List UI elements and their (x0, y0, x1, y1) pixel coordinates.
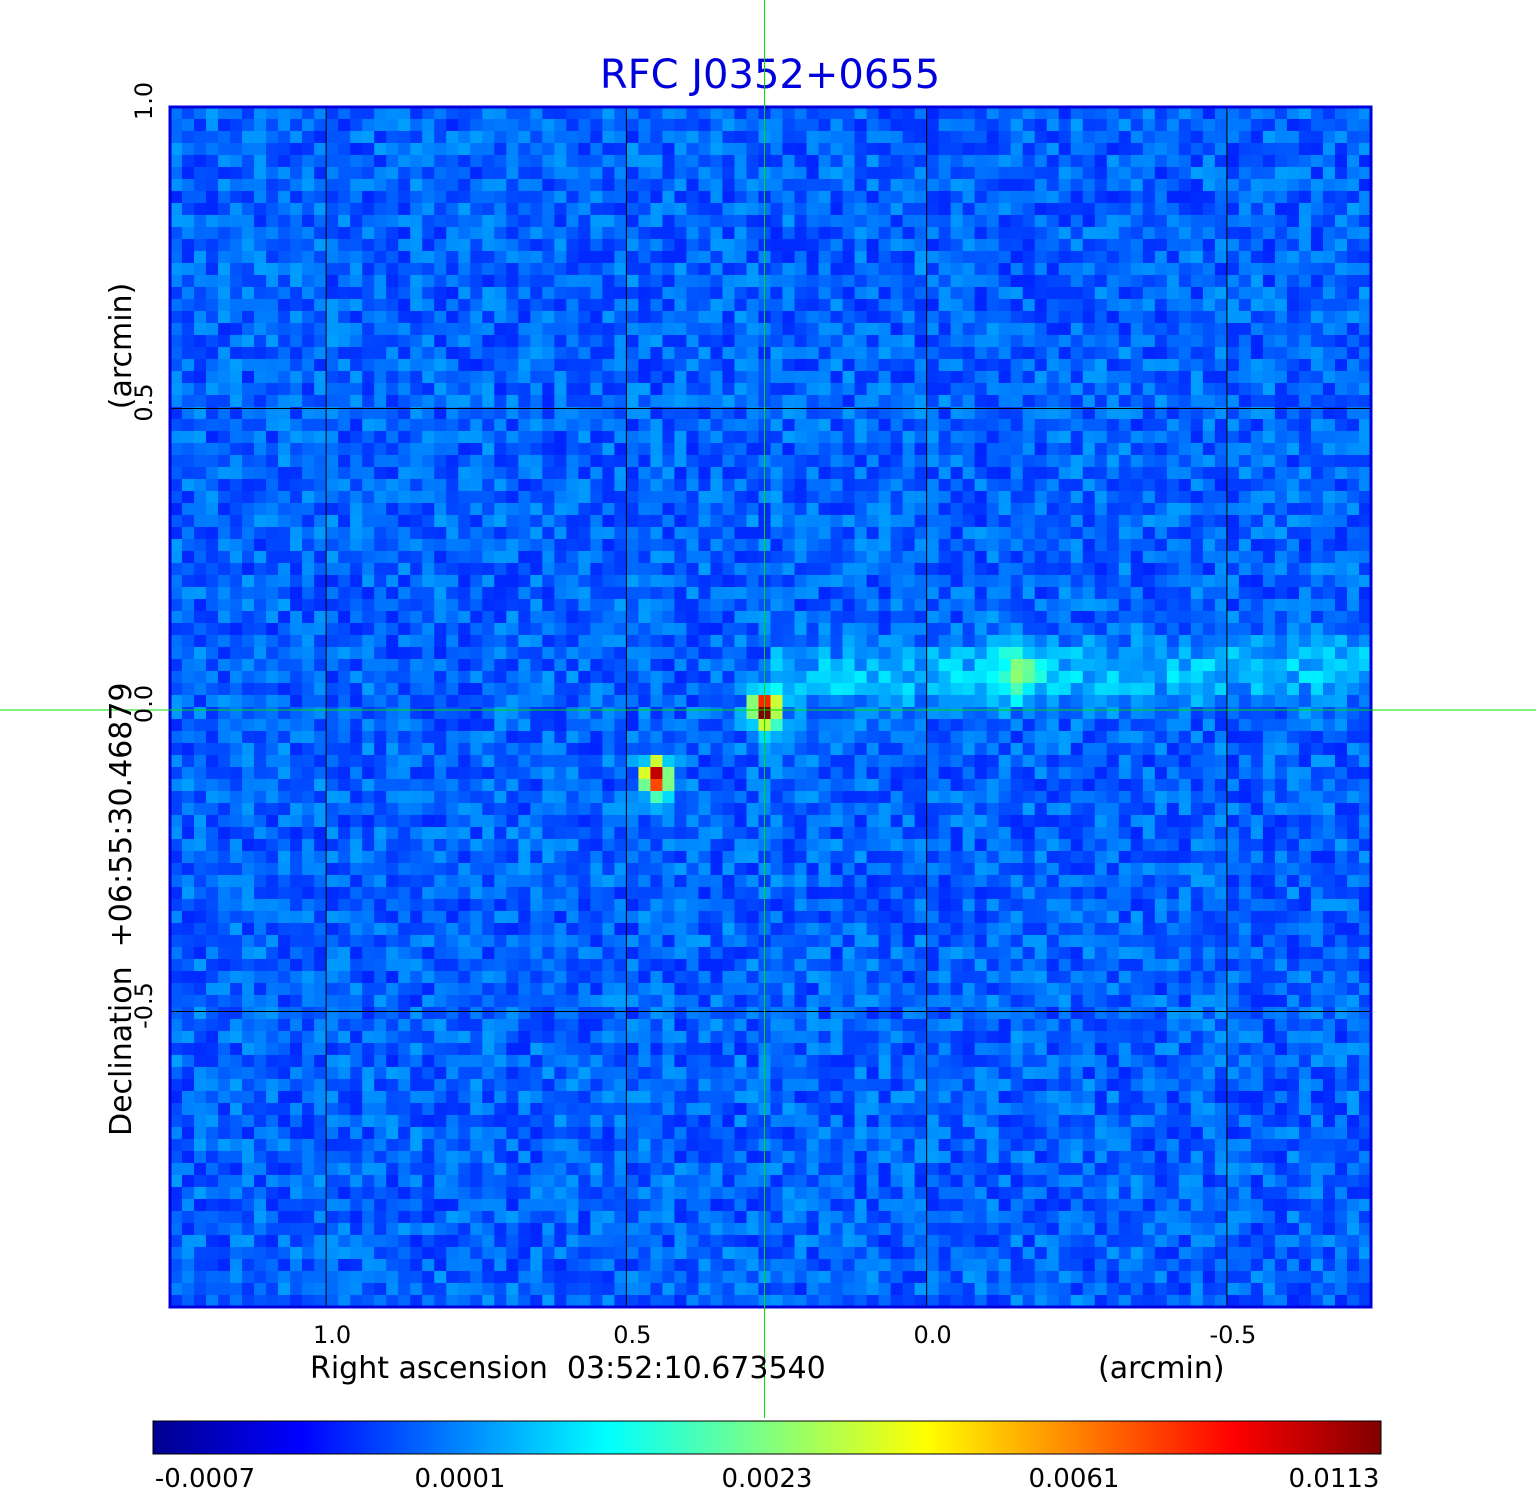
y-axis-unit: (arcmin) (104, 283, 139, 410)
x-tick-label: 0.5 (613, 1321, 651, 1349)
x-axis-unit: (arcmin) (1098, 1351, 1225, 1386)
x-tick-label: 0.0 (914, 1321, 952, 1349)
plot-frame (168, 105, 1373, 1309)
heatmap-image (170, 107, 1371, 1307)
colorbar-tick-labels: -0.0007 0.0001 0.0023 0.0061 0.0113 (155, 1464, 1380, 1494)
y-tick-label: -0.5 (130, 982, 158, 1029)
chart-title: RFC J0352+0655 (600, 52, 940, 98)
colorbar-tick-label: 0.0023 (722, 1464, 813, 1494)
y-tick-label: 0.5 (130, 383, 158, 421)
x-axis-label: Right ascension 03:52:10.673540 (310, 1351, 826, 1386)
x-tick-label: -0.5 (1209, 1321, 1256, 1349)
colorbar-tick-label: 0.0061 (1029, 1464, 1120, 1494)
y-tick-labels: 1.0 0.5 0.0 -0.5 (130, 82, 158, 1029)
y-tick-label: 0.0 (130, 685, 158, 723)
x-tick-labels: 1.0 0.5 0.0 -0.5 (313, 1321, 1256, 1349)
x-tick-label: 1.0 (313, 1321, 351, 1349)
colorbar (152, 1420, 1382, 1455)
colorbar-tick-label: -0.0007 (155, 1464, 255, 1494)
colorbar-tick-label: 0.0001 (415, 1464, 506, 1494)
crosshair (0, 0, 1536, 1418)
y-tick-label: 1.0 (130, 82, 158, 120)
y-axis-label: Declination +06:55:30.46879 (104, 682, 139, 1136)
colorbar-tick-label: 0.0113 (1289, 1464, 1380, 1494)
